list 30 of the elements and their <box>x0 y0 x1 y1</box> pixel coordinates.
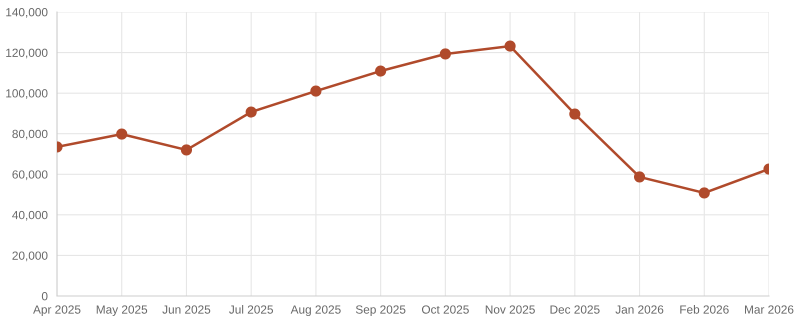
y-tick-label: 40,000 <box>12 210 48 221</box>
point <box>246 106 257 118</box>
point <box>504 40 516 52</box>
x-tick-label: Jun 2025 <box>162 305 210 314</box>
x-tick-label: May 2025 <box>96 305 148 316</box>
y-tick-label: 0 <box>42 292 48 300</box>
x-tick-label: Mar 2026 <box>745 305 794 314</box>
y-tick-label: 140,000 <box>6 8 48 18</box>
point <box>440 48 451 60</box>
x-tick-label: Dec 2025 <box>550 305 600 314</box>
y-tick-label: 60,000 <box>12 170 48 180</box>
y-tick-label: 20,000 <box>12 251 48 262</box>
point <box>569 108 580 120</box>
y-tick-label: 100,000 <box>6 89 48 99</box>
point <box>116 128 128 140</box>
x-tick-label: Sep 2025 <box>356 305 406 316</box>
x-tick-label: Oct 2025 <box>422 305 469 314</box>
point <box>698 187 710 199</box>
x-tick-label: Jan 2026 <box>615 305 664 314</box>
x-tick-label: Feb 2026 <box>680 305 729 314</box>
point <box>634 171 646 182</box>
point <box>310 86 322 97</box>
y-tick-label: 80,000 <box>12 130 48 140</box>
x-tick-label: Aug 2025 <box>290 305 341 316</box>
x-tick-label: Jul 2025 <box>229 305 274 314</box>
point <box>375 65 386 77</box>
x-tick-label: Apr 2025 <box>33 305 80 316</box>
point <box>180 144 192 156</box>
y-tick-label: 120,000 <box>6 48 48 58</box>
x-tick-label: Nov 2025 <box>486 305 535 314</box>
